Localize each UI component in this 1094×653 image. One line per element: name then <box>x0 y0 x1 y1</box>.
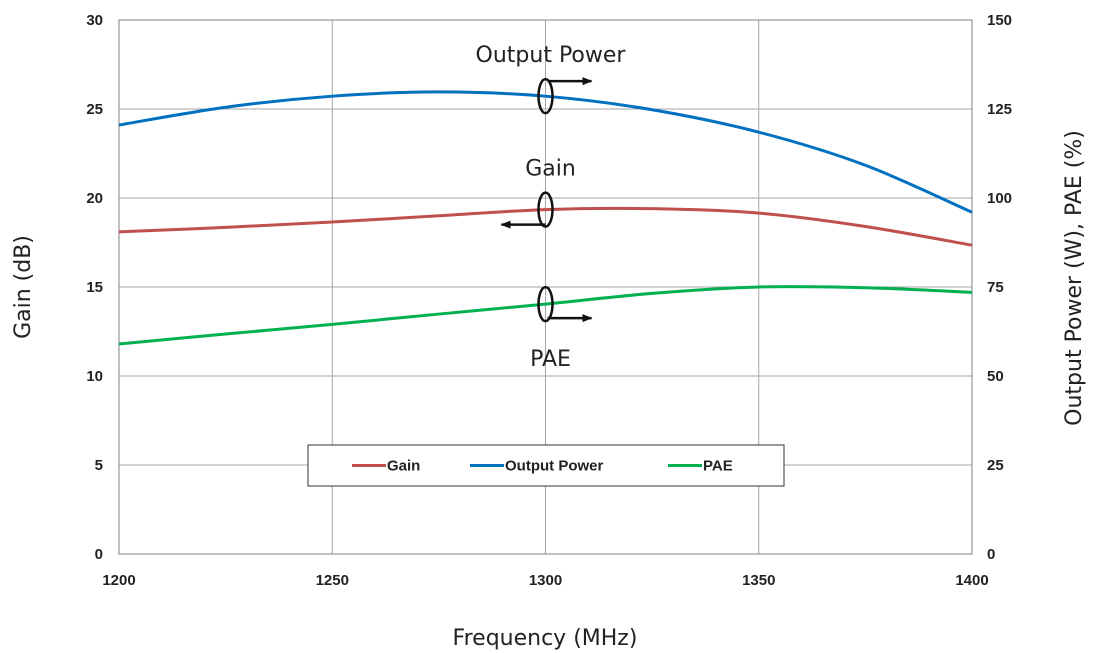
y2-tick-label: 0 <box>987 546 995 563</box>
x-tick-label: 1250 <box>316 572 349 589</box>
y2-tick-label: 75 <box>987 279 1004 296</box>
y2-axis-title: Output Power (W), PAE (%) <box>1062 130 1087 426</box>
legend-label-gain: Gain <box>387 458 420 475</box>
annotation-label-gain: Gain <box>525 157 576 182</box>
x-tick-label: 1400 <box>955 572 988 589</box>
x-axis-title: Frequency (MHz) <box>453 626 638 651</box>
y-tick-label: 15 <box>86 279 103 296</box>
legend-box <box>307 444 785 487</box>
x-tick-label: 1350 <box>742 572 775 589</box>
y2-tick-label: 25 <box>987 457 1004 474</box>
y2-tick-label: 125 <box>987 101 1012 118</box>
y-tick-label: 0 <box>95 546 103 563</box>
annotation-ellipse-gain <box>537 191 554 228</box>
y-tick-label: 5 <box>95 457 103 474</box>
y2-tick-label: 150 <box>987 12 1012 29</box>
legend-label-pae: PAE <box>703 458 733 475</box>
y-axis-title: Gain (dB) <box>11 235 36 339</box>
y-tick-label: 20 <box>86 190 103 207</box>
annotation-label-output-power: Output Power <box>476 43 627 68</box>
y2-tick-label: 100 <box>987 190 1012 207</box>
legend-label-output-power: Output Power <box>505 458 603 475</box>
annotation-ellipse-output-power <box>537 77 554 115</box>
annotation-label-pae: PAE <box>530 347 571 372</box>
y2-tick-label: 50 <box>987 368 1004 385</box>
plot-frame <box>118 19 973 555</box>
y-tick-label: 30 <box>86 12 103 29</box>
tick-labels: 1200 1250 1300 1350 1400 0 5 10 15 20 25 30 0 25 50 75 1… <box>86 12 1012 589</box>
series-line-pae <box>118 285 973 346</box>
y-tick-label: 10 <box>86 368 103 385</box>
legend: Gain Output Power PAE <box>307 444 785 487</box>
series-line-gain <box>118 206 973 247</box>
x-tick-label: 1300 <box>529 572 562 589</box>
series-line-output-power <box>118 90 973 214</box>
y-tick-label: 25 <box>86 101 103 118</box>
annotation-ellipse-pae <box>537 285 554 323</box>
annotations: Output Power Gain PAE <box>476 43 627 372</box>
x-tick-label: 1200 <box>102 572 135 589</box>
series-lines <box>118 90 973 346</box>
